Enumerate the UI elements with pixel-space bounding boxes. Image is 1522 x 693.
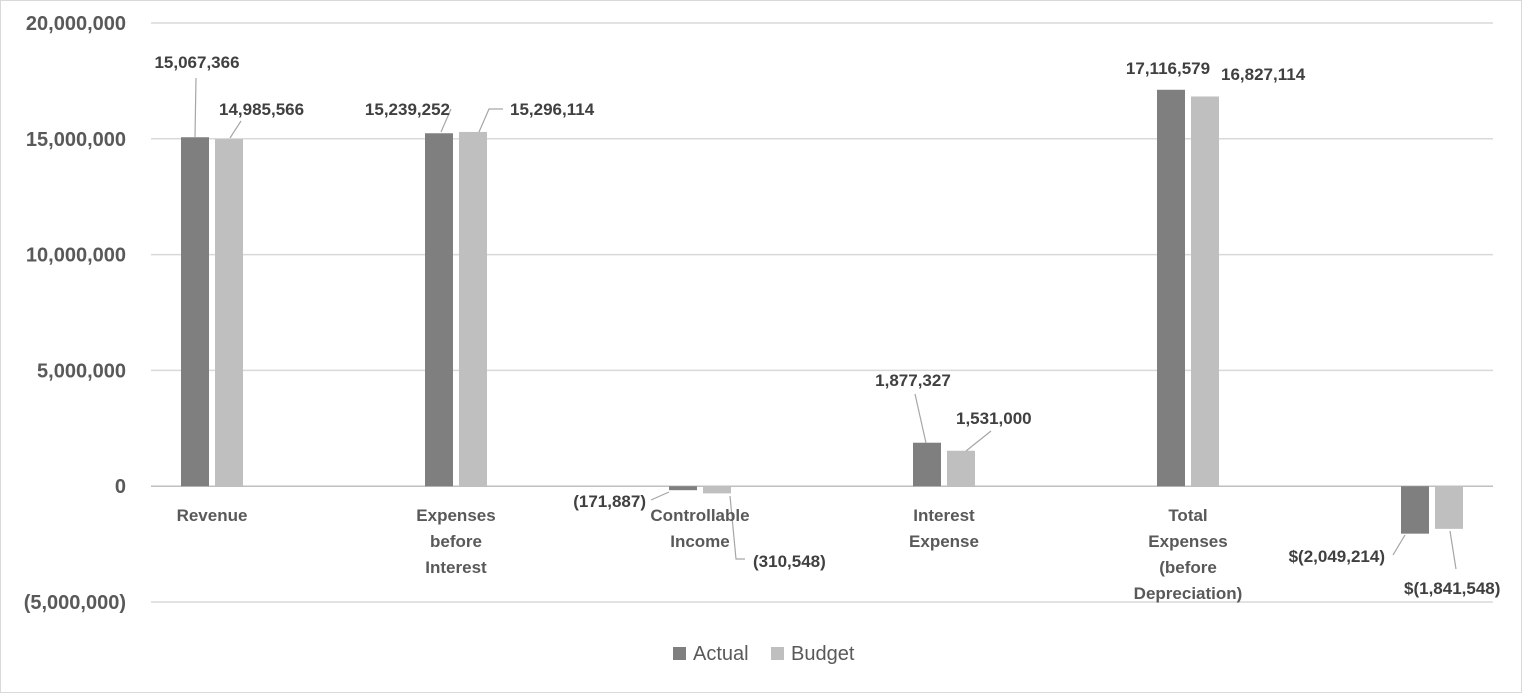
leader-line bbox=[914, 393, 927, 444]
data-label-budget: 14,985,566 bbox=[219, 100, 304, 119]
y-tick-label: 15,000,000 bbox=[26, 129, 126, 151]
bars bbox=[181, 89, 1463, 534]
leader-line bbox=[965, 430, 992, 452]
category-label: Total bbox=[1168, 506, 1207, 525]
bar-actual bbox=[669, 486, 697, 491]
legend-label-budget: Budget bbox=[791, 643, 855, 665]
y-tick-label: 0 bbox=[115, 476, 126, 498]
leader-line bbox=[1392, 534, 1406, 556]
bar-budget bbox=[703, 486, 731, 494]
bar-actual bbox=[425, 133, 453, 487]
category-label: Interest bbox=[913, 506, 975, 525]
category-label: Expenses bbox=[416, 506, 495, 525]
data-label-actual: (171,887) bbox=[573, 492, 646, 511]
category-label: Revenue bbox=[177, 506, 248, 525]
label-leader-lines bbox=[194, 77, 1457, 570]
leader-line bbox=[650, 491, 670, 501]
data-label-budget: 1,531,000 bbox=[956, 409, 1032, 428]
category-label: (before bbox=[1159, 558, 1217, 577]
legend-swatch-budget bbox=[771, 647, 784, 660]
leader-line bbox=[478, 108, 503, 133]
category-label: Controllable bbox=[650, 506, 749, 525]
bar-actual bbox=[1157, 89, 1185, 487]
data-label-budget: (310,548) bbox=[753, 552, 826, 571]
leader-line bbox=[229, 120, 242, 139]
bar-actual bbox=[181, 137, 209, 487]
legend-label-actual: Actual bbox=[693, 643, 749, 665]
category-label: Expense bbox=[909, 532, 979, 551]
category-label: Expenses bbox=[1148, 532, 1227, 551]
y-tick-label: 20,000,000 bbox=[26, 13, 126, 35]
bar-budget bbox=[215, 139, 243, 487]
leader-line bbox=[729, 495, 745, 560]
leader-line bbox=[440, 108, 452, 133]
data-label-actual: 15,239,252 bbox=[365, 100, 450, 119]
y-axis-ticks: 20,000,000 15,000,000 10,000,000 5,000,000 0… bbox=[24, 13, 126, 614]
category-labels: Revenue Expenses before Interest Controllabl… bbox=[177, 506, 1243, 603]
gridlines bbox=[151, 22, 1493, 603]
bar-actual bbox=[913, 442, 941, 487]
bar-budget bbox=[1435, 486, 1463, 529]
category-label: before bbox=[430, 532, 482, 551]
data-label-actual: 15,067,366 bbox=[154, 53, 239, 72]
data-label-actual: 17,116,579 bbox=[1126, 59, 1210, 78]
bar-budget bbox=[947, 450, 975, 487]
bar-budget bbox=[459, 131, 487, 487]
bar-actual bbox=[1401, 486, 1429, 534]
category-label: Income bbox=[670, 532, 730, 551]
data-label-actual: $(2,049,214) bbox=[1289, 547, 1385, 566]
data-label-budget: 16,827,114 bbox=[1221, 65, 1306, 84]
category-label: Depreciation) bbox=[1134, 584, 1243, 603]
data-label-actual: 1,877,327 bbox=[875, 371, 951, 390]
category-label: Interest bbox=[425, 558, 487, 577]
leader-line bbox=[1449, 530, 1457, 570]
data-labels: 15,067,366 15,239,252 (171,887) 1,877,327 17… bbox=[154, 53, 1500, 598]
bar-budget bbox=[1191, 96, 1219, 487]
legend-swatch-actual bbox=[673, 647, 686, 660]
leader-line bbox=[194, 77, 197, 138]
data-label-budget: $(1,841,548) bbox=[1404, 579, 1500, 598]
data-label-budget: 15,296,114 bbox=[510, 100, 595, 119]
y-tick-label: 5,000,000 bbox=[37, 360, 126, 382]
legend: Actual Budget bbox=[673, 643, 855, 665]
y-tick-label: (5,000,000) bbox=[24, 592, 126, 614]
y-tick-label: 10,000,000 bbox=[26, 245, 126, 267]
